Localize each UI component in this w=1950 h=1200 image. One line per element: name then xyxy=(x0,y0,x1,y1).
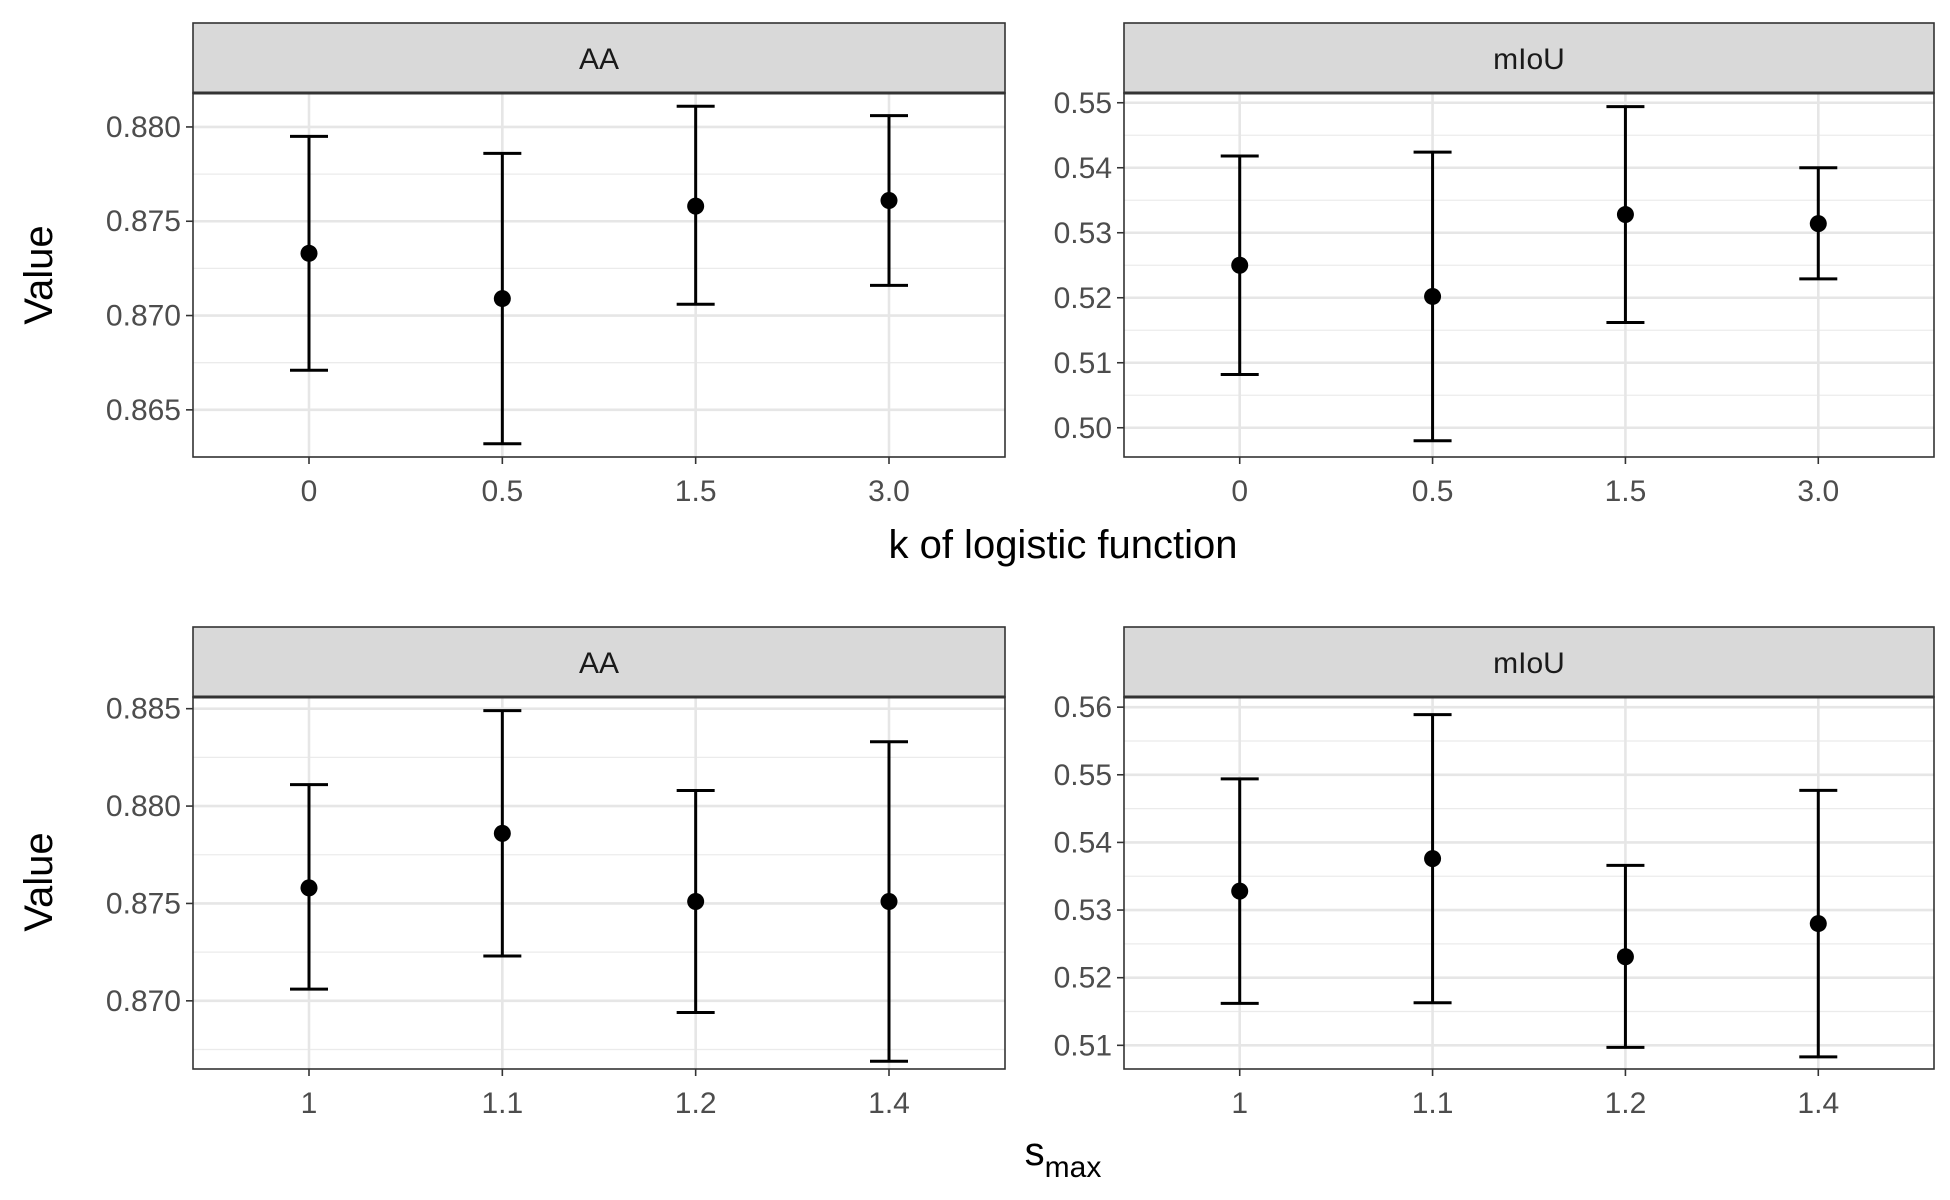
error-bar xyxy=(870,740,908,1063)
x-tick-label: 0 xyxy=(1231,475,1248,508)
y-tick-label: 0.54 xyxy=(1054,152,1112,185)
x-tick-label: 1.4 xyxy=(868,1087,910,1120)
y-tick-label: 0.865 xyxy=(106,394,181,427)
mean-point xyxy=(1616,206,1634,224)
y-tick-label: 0.50 xyxy=(1054,412,1112,445)
x-tick-label: 1.5 xyxy=(675,475,717,508)
y-tick-label: 0.870 xyxy=(106,300,181,333)
error-bar xyxy=(676,104,715,306)
y-tick-label: 0.51 xyxy=(1054,347,1112,380)
x-tick-label: 1.5 xyxy=(1605,475,1647,508)
mean-point xyxy=(1809,215,1827,233)
panel-background xyxy=(1124,697,1934,1069)
x-tick-label: 1 xyxy=(1231,1087,1248,1120)
x-tick-label: 0 xyxy=(301,475,318,508)
error-bar xyxy=(1220,154,1259,376)
y-tick-label: 0.870 xyxy=(106,985,181,1018)
error-bar xyxy=(1413,150,1452,443)
chart-row-2: AA 0.870 0.875 0.880 0.885 1 1.1 1.2 1.4 mIoU 0.51… xyxy=(17,626,1935,1184)
mean-point xyxy=(880,192,898,210)
x-tick-label: 3.0 xyxy=(868,475,910,508)
x-tick-label: 0.5 xyxy=(481,475,523,508)
error-bar xyxy=(1413,713,1452,1005)
facet-strip xyxy=(1123,22,1935,94)
x-tick-label: 1.4 xyxy=(1797,1087,1839,1120)
facet-strip-label: mIoU xyxy=(1493,43,1565,76)
y-tick-label: 0.875 xyxy=(106,205,181,238)
error-bar xyxy=(1799,166,1838,281)
mean-point xyxy=(687,893,705,911)
error-bar xyxy=(1220,777,1259,1005)
x-axis-title-main: s xyxy=(1025,1130,1045,1174)
x-axis-title: smax xyxy=(1025,1130,1102,1184)
y-tick-label: 0.875 xyxy=(106,887,181,920)
panel-background xyxy=(193,697,1005,1069)
mean-point xyxy=(1424,287,1442,305)
x-axis-title-subscript: max xyxy=(1045,1151,1102,1184)
y-tick-label: 0.52 xyxy=(1054,282,1112,315)
y-axis-title: Value xyxy=(17,832,61,931)
y-tick-label: 0.55 xyxy=(1054,87,1112,120)
facet-strip xyxy=(1123,626,1935,698)
panel-aa-2: AA 0.870 0.875 0.880 0.885 1 1.1 1.2 1.4 xyxy=(106,626,1006,1120)
panel-miou-1: mIoU 0.50 0.51 0.52 0.53 0.54 0.55 0 0.5 1.5 3.0 xyxy=(1054,22,1935,508)
error-bar xyxy=(290,783,328,991)
x-tick-label: 1.2 xyxy=(1605,1087,1647,1120)
y-tick-label: 0.52 xyxy=(1054,962,1112,995)
error-bar xyxy=(1799,788,1838,1059)
error-bar xyxy=(483,709,522,958)
y-axis-title: Value xyxy=(17,225,61,324)
mean-point xyxy=(1424,850,1442,868)
mean-point xyxy=(1616,948,1634,966)
mean-point xyxy=(880,893,898,911)
y-tick-label: 0.885 xyxy=(106,693,181,726)
x-tick-label: 0.5 xyxy=(1412,475,1454,508)
mean-point xyxy=(1231,256,1249,274)
y-tick-label: 0.53 xyxy=(1054,894,1112,927)
error-bar xyxy=(870,114,908,287)
facet-strip-label: AA xyxy=(579,647,619,680)
error-bar xyxy=(290,134,328,372)
mean-point xyxy=(687,197,705,215)
mean-point xyxy=(300,244,318,262)
panel-aa-1: AA 0.865 0.870 0.875 0.880 0 0.5 1.5 3.0 xyxy=(106,22,1006,508)
x-tick-label: 3.0 xyxy=(1797,475,1839,508)
mean-point xyxy=(1809,915,1827,933)
error-bar xyxy=(1606,863,1645,1049)
mean-point xyxy=(1231,882,1249,900)
y-tick-label: 0.54 xyxy=(1054,826,1112,859)
y-tick-label: 0.56 xyxy=(1054,691,1112,724)
x-tick-label: 1.1 xyxy=(1412,1087,1454,1120)
panel-background xyxy=(193,93,1005,457)
mean-point xyxy=(493,824,511,842)
facet-strip-label: mIoU xyxy=(1493,647,1565,680)
y-tick-label: 0.880 xyxy=(106,111,181,144)
x-tick-label: 1 xyxy=(301,1087,318,1120)
mean-point xyxy=(493,290,511,308)
x-tick-label: 1.2 xyxy=(675,1087,717,1120)
error-bar xyxy=(483,151,522,446)
error-bar xyxy=(1606,105,1645,324)
y-tick-label: 0.880 xyxy=(106,790,181,823)
y-tick-label: 0.55 xyxy=(1054,759,1112,792)
mean-point xyxy=(300,879,318,897)
panel-background xyxy=(1124,93,1934,457)
facet-strip xyxy=(192,626,1006,698)
x-axis-title: k of logistic function xyxy=(888,523,1237,567)
error-bar xyxy=(676,788,715,1015)
y-tick-label: 0.53 xyxy=(1054,217,1112,250)
panel-miou-2: mIoU 0.51 0.52 0.53 0.54 0.55 0.56 1 1.1 1.2 1.4 xyxy=(1054,626,1935,1120)
x-tick-label: 1.1 xyxy=(481,1087,523,1120)
facet-strip-label: AA xyxy=(579,43,619,76)
y-tick-label: 0.51 xyxy=(1054,1029,1112,1062)
